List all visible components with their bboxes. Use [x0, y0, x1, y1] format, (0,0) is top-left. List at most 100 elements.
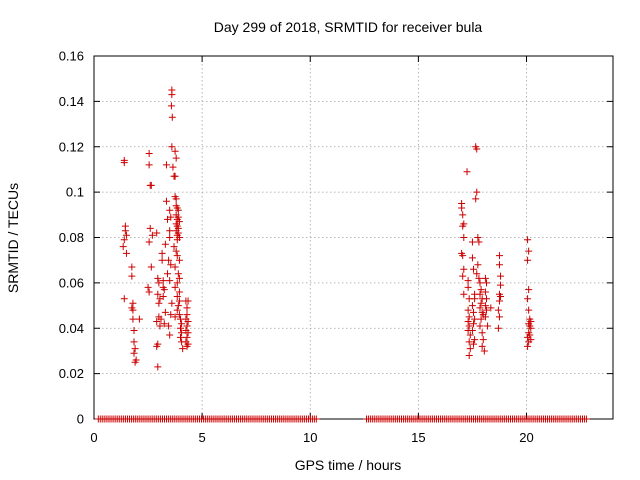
data-point	[171, 313, 179, 321]
data-point	[476, 304, 484, 312]
data-point	[155, 279, 163, 287]
data-point	[479, 336, 487, 344]
data-point	[183, 333, 191, 341]
data-point	[170, 243, 178, 251]
data-point	[494, 306, 502, 314]
data-point	[480, 347, 488, 355]
data-point	[183, 322, 191, 330]
data-point	[184, 297, 192, 305]
data-point	[168, 91, 176, 99]
data-point	[476, 290, 484, 298]
data-point	[129, 315, 137, 323]
data-point	[146, 224, 154, 232]
y-tick-label: 0.12	[59, 139, 84, 154]
data-point	[465, 313, 473, 321]
data-point	[161, 240, 169, 248]
data-point	[464, 283, 472, 291]
data-point	[177, 324, 184, 332]
data-point	[157, 315, 165, 323]
data-point	[120, 236, 128, 244]
y-tick-label: 0.08	[59, 230, 84, 245]
data-point	[487, 304, 495, 312]
data-point	[160, 320, 168, 328]
data-point	[161, 308, 169, 316]
data-point	[470, 340, 478, 348]
data-point	[524, 295, 532, 303]
data-point	[128, 272, 136, 280]
data-point	[471, 336, 479, 344]
data-point	[459, 252, 467, 260]
data-point	[470, 265, 478, 273]
data-point	[473, 145, 481, 153]
data-point	[165, 256, 173, 264]
data-point	[174, 206, 182, 214]
data-point	[167, 213, 175, 221]
data-point	[167, 311, 175, 319]
data-point	[471, 315, 479, 323]
data-point	[475, 238, 483, 246]
data-point	[482, 295, 490, 303]
data-point	[147, 181, 155, 189]
data-point	[459, 222, 467, 230]
data-point	[183, 311, 191, 319]
data-point	[120, 295, 128, 303]
data-point	[166, 206, 174, 214]
data-point	[497, 272, 505, 280]
data-point	[460, 265, 468, 273]
data-points	[94, 86, 590, 423]
data-point	[474, 234, 482, 241]
data-point	[466, 331, 474, 339]
data-point	[129, 306, 137, 314]
data-point	[476, 322, 484, 330]
data-point	[171, 147, 179, 155]
data-point	[175, 297, 183, 305]
data-point	[477, 286, 485, 294]
x-tick-label: 20	[519, 430, 533, 445]
data-point	[158, 249, 166, 257]
data-point	[171, 263, 179, 271]
y-tick-label: 0.1	[66, 185, 84, 200]
data-point	[482, 279, 490, 287]
data-point	[494, 324, 502, 332]
x-tick-label: 0	[90, 430, 97, 445]
data-point	[173, 252, 181, 260]
data-point	[148, 231, 156, 239]
x-tick-label: 5	[199, 430, 206, 445]
data-point	[159, 292, 167, 300]
data-point	[120, 159, 128, 167]
data-point	[464, 306, 472, 314]
data-point	[468, 238, 476, 246]
data-point	[165, 322, 173, 330]
data-point	[471, 295, 479, 303]
data-point	[171, 283, 179, 291]
data-point	[476, 279, 484, 287]
data-point	[473, 270, 481, 278]
data-point	[481, 313, 489, 321]
data-point	[465, 338, 473, 346]
data-point	[465, 322, 473, 330]
data-point	[178, 320, 186, 328]
data-point	[154, 290, 162, 298]
data-point	[183, 304, 191, 312]
data-point	[130, 338, 138, 346]
data-point	[459, 211, 467, 219]
data-point	[525, 338, 533, 346]
data-point	[173, 279, 181, 287]
data-point	[524, 342, 532, 350]
data-point	[167, 102, 175, 110]
data-point	[495, 297, 503, 305]
data-point	[175, 311, 183, 319]
data-point	[525, 247, 533, 255]
data-point	[482, 306, 490, 314]
data-point	[167, 261, 175, 269]
data-point	[495, 313, 503, 321]
data-point	[158, 256, 166, 264]
chart-title: Day 299 of 2018, SRMTID for receiver bul…	[214, 19, 483, 35]
data-point	[460, 290, 468, 298]
data-point	[131, 345, 139, 353]
data-point	[481, 274, 489, 282]
data-point	[154, 363, 162, 371]
data-point	[173, 236, 181, 244]
tick-labels: 0 0.02 0.04 0.06 0.08 0.1 0.12 0.14 0.16 0 5 10 15 20	[59, 49, 534, 446]
data-point	[177, 333, 184, 341]
